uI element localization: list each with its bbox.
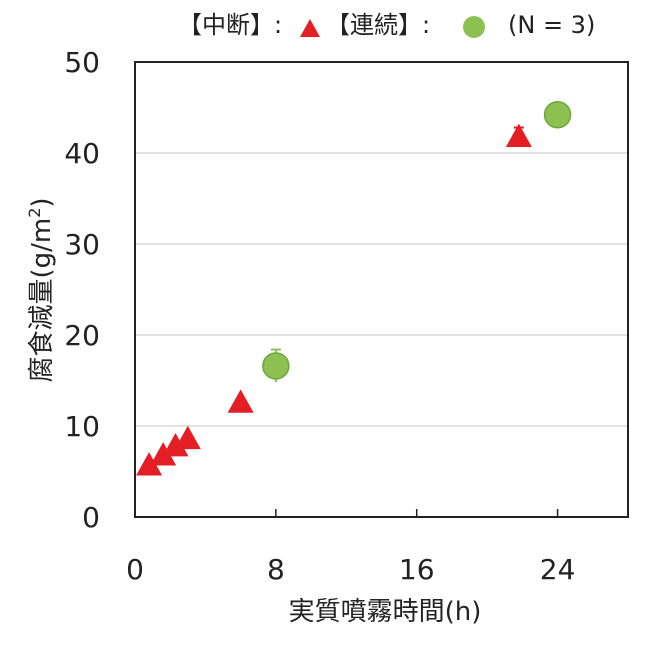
y-axis-label-main: 腐食減量(	[27, 268, 57, 382]
plot-area: 0 8 16 24 0 10 20 30 40 50	[64, 46, 629, 586]
x-axis-label: 実質噴霧時間(h)	[289, 597, 482, 627]
y-axis-label-unit: g/m	[27, 218, 57, 269]
x-tick-label: 16	[399, 553, 435, 586]
circle-point	[543, 101, 572, 129]
triangle-point	[150, 442, 177, 466]
y-tick-label: 50	[64, 46, 100, 79]
y-tick-label: 20	[64, 319, 100, 352]
triangle-point	[505, 123, 532, 148]
x-axis-ticks: 0 8 16 24	[126, 509, 575, 586]
y-tick-label: 40	[64, 137, 100, 170]
x-tick-label: 0	[126, 553, 144, 586]
triangle-point	[162, 433, 189, 457]
gridlines	[135, 152, 628, 427]
y-tick-label: 10	[64, 410, 100, 443]
y-axis-label-close: )	[27, 197, 57, 207]
y-tick-label: 30	[64, 228, 100, 261]
x-tick-label: 24	[540, 553, 576, 586]
plot-frame	[134, 61, 629, 518]
legend-label-continuous: 【連続】:	[326, 11, 430, 39]
triangle-point	[136, 452, 163, 476]
legend-note: (N = 3)	[508, 11, 595, 39]
y-axis-label-sup: 2	[25, 208, 44, 218]
y-axis-label: 腐食減量(g/m2)	[25, 197, 57, 382]
y-tick-label: 0	[82, 501, 100, 534]
legend-triangle-marker	[300, 19, 320, 37]
circle-point	[262, 352, 290, 380]
data-marks	[136, 101, 572, 476]
triangle-point	[174, 425, 201, 450]
y-axis-ticks: 0 10 20 30 40 50	[64, 46, 100, 534]
legend-circle-marker	[463, 16, 485, 38]
legend: 【中断】: 【連続】: (N = 3)	[178, 11, 595, 39]
x-tick-label: 8	[267, 553, 285, 586]
legend-label-interrupted: 【中断】:	[178, 11, 282, 39]
triangle-point	[227, 389, 254, 413]
